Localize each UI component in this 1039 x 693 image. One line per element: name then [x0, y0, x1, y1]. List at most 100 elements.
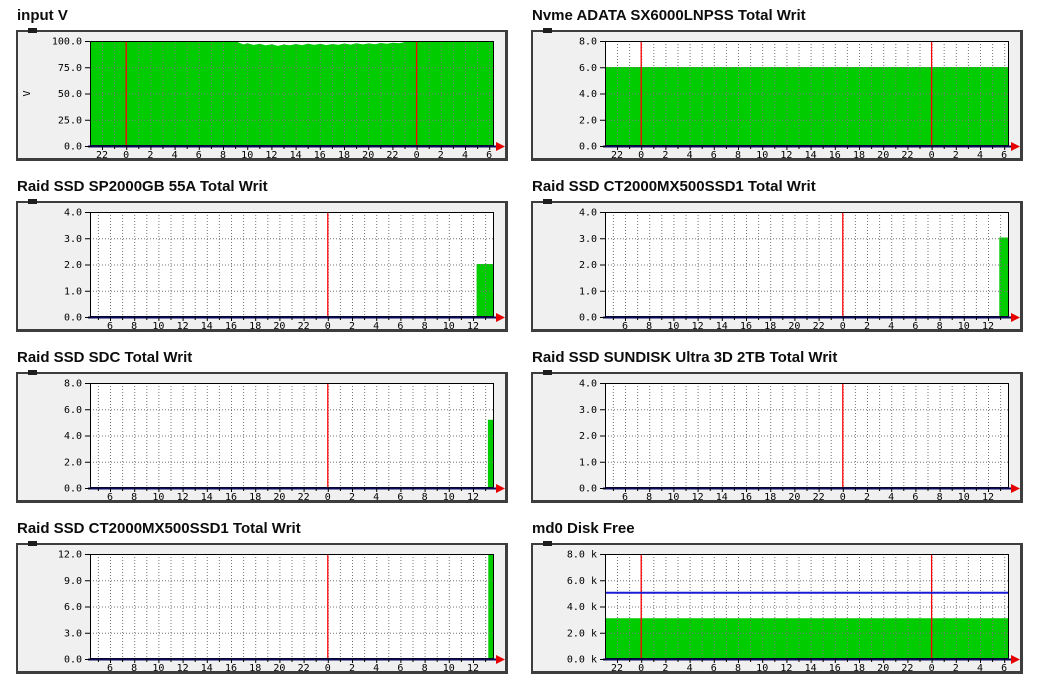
svg-text:22: 22 — [386, 150, 398, 158]
svg-text:4.0: 4.0 — [579, 208, 597, 219]
chart-panel[interactable]: 0.0 2.0 4.0 6.0 8.0 6 8 10 12 14 16 18 20 22 0 2 4 6 8 10 12 — [16, 370, 508, 503]
chart-panel[interactable]: 0.0 2.0 4.0 6.0 8.0 22 0 2 4 6 8 10 12 14 16 18 20 22 0 2 4 6 — [531, 28, 1023, 161]
svg-text:2.0: 2.0 — [579, 115, 597, 126]
chart-title: Raid SSD CT2000MX500SSD1 Total Writ — [532, 178, 816, 195]
chart-panel[interactable]: 0.0 1.0 2.0 3.0 4.0 6 8 10 12 14 16 18 20 22 0 2 4 6 8 10 12 — [531, 199, 1023, 332]
svg-text:0.0: 0.0 — [64, 313, 82, 324]
svg-text:10: 10 — [958, 492, 970, 500]
svg-text:4: 4 — [977, 663, 983, 671]
svg-text:18: 18 — [249, 663, 261, 671]
chart-title: Raid SSD SUNDISK Ultra 3D 2TB Total Writ — [532, 349, 838, 366]
svg-text:8: 8 — [131, 321, 137, 329]
svg-text:4: 4 — [373, 663, 379, 671]
panel-notch — [543, 199, 552, 204]
panel-notch — [28, 28, 37, 33]
svg-text:14: 14 — [201, 321, 213, 329]
svg-text:16: 16 — [225, 492, 237, 500]
svg-text:3.0: 3.0 — [64, 234, 82, 245]
svg-text:12: 12 — [780, 150, 792, 158]
chart-panel[interactable]: 0.0 3.0 6.0 9.0 12.0 6 8 10 12 14 16 18 20 22 0 2 4 6 8 10 1… — [16, 541, 508, 674]
svg-text:12.0: 12.0 — [58, 550, 82, 561]
svg-text:0: 0 — [325, 663, 331, 671]
svg-text:100.0: 100.0 — [52, 37, 82, 48]
svg-text:10: 10 — [667, 321, 679, 329]
svg-text:6: 6 — [912, 492, 918, 500]
svg-text:0: 0 — [123, 150, 129, 158]
chart-title: Nvme ADATA SX6000LNPSS Total Writ — [532, 7, 806, 24]
chart-block: Raid SSD SDC Total Writ 0.0 2.0 4.0 6.0 8.0 6… — [16, 347, 508, 503]
svg-text:2.0 k: 2.0 k — [567, 628, 597, 639]
svg-text:16: 16 — [314, 150, 326, 158]
svg-text:0: 0 — [638, 150, 644, 158]
munin-graph-grid: input V 0.0 25.0 50.0 75.0 100.0 22 0 2 4 6 8 10 12 1… — [16, 5, 1023, 689]
svg-text:20: 20 — [788, 492, 800, 500]
svg-text:6.0 k: 6.0 k — [567, 576, 597, 587]
svg-text:12: 12 — [177, 492, 189, 500]
svg-text:22: 22 — [813, 321, 825, 329]
svg-text:0: 0 — [840, 492, 846, 500]
svg-text:12: 12 — [982, 492, 994, 500]
svg-text:6: 6 — [1001, 663, 1007, 671]
chart-panel[interactable]: 0.0 25.0 50.0 75.0 100.0 22 0 2 4 6 8 10 12 14 16 18 20 2… — [16, 28, 508, 161]
svg-text:4: 4 — [172, 150, 178, 158]
svg-text:18: 18 — [338, 150, 350, 158]
svg-text:0.0: 0.0 — [64, 142, 82, 153]
svg-text:12: 12 — [177, 663, 189, 671]
svg-text:8: 8 — [131, 663, 137, 671]
svg-text:8.0: 8.0 — [579, 37, 597, 48]
svg-text:2: 2 — [953, 663, 959, 671]
svg-text:18: 18 — [249, 321, 261, 329]
svg-text:12: 12 — [467, 492, 479, 500]
svg-text:2.0: 2.0 — [579, 431, 597, 442]
svg-text:0: 0 — [929, 663, 935, 671]
svg-text:0.0: 0.0 — [579, 313, 597, 324]
svg-text:25.0: 25.0 — [58, 115, 82, 126]
svg-text:8: 8 — [735, 663, 741, 671]
chart-panel[interactable]: 0.0 k 2.0 k 4.0 k 6.0 k 8.0 k 22 0 2 4 6 8 10 12 14 16… — [531, 541, 1023, 674]
svg-text:6: 6 — [107, 663, 113, 671]
svg-text:10: 10 — [958, 321, 970, 329]
svg-text:16: 16 — [740, 321, 752, 329]
svg-text:18: 18 — [853, 150, 865, 158]
svg-text:0: 0 — [414, 150, 420, 158]
svg-text:3.0: 3.0 — [579, 405, 597, 416]
svg-text:12: 12 — [780, 663, 792, 671]
svg-text:4: 4 — [977, 150, 983, 158]
svg-text:0: 0 — [325, 492, 331, 500]
svg-text:16: 16 — [225, 321, 237, 329]
svg-text:6.0: 6.0 — [579, 63, 597, 74]
chart-title: Raid SSD CT2000MX500SSD1 Total Writ — [17, 520, 301, 537]
svg-text:8: 8 — [646, 321, 652, 329]
chart-block: Raid SSD SUNDISK Ultra 3D 2TB Total Writ… — [531, 347, 1023, 503]
svg-text:8.0: 8.0 — [64, 379, 82, 390]
svg-text:8: 8 — [422, 663, 428, 671]
chart-panel[interactable]: 0.0 1.0 2.0 3.0 4.0 6 8 10 12 14 16 18 20 22 0 2 4 6 8 10 12 — [16, 199, 508, 332]
svg-text:2.0: 2.0 — [64, 260, 82, 271]
chart-block: input V 0.0 25.0 50.0 75.0 100.0 22 0 2 4 6 8 10 12 1… — [16, 5, 508, 161]
svg-text:2: 2 — [864, 492, 870, 500]
panel-notch — [543, 28, 552, 33]
svg-text:4.0 k: 4.0 k — [567, 602, 597, 613]
svg-text:22: 22 — [298, 321, 310, 329]
svg-text:6: 6 — [711, 150, 717, 158]
svg-text:1.0: 1.0 — [64, 286, 82, 297]
svg-text:4: 4 — [888, 492, 894, 500]
svg-text:8: 8 — [735, 150, 741, 158]
svg-text:6: 6 — [486, 150, 492, 158]
chart-block: md0 Disk Free 0.0 k 2.0 k 4.0 k 6.0 k 8.0 k 2… — [531, 518, 1023, 674]
svg-text:14: 14 — [805, 663, 817, 671]
svg-text:16: 16 — [225, 663, 237, 671]
svg-text:12: 12 — [177, 321, 189, 329]
chart-panel[interactable]: 0.0 1.0 2.0 3.0 4.0 6 8 10 12 14 16 18 20 22 0 2 4 6 8 10 12 — [531, 370, 1023, 503]
svg-text:22: 22 — [901, 150, 913, 158]
svg-text:2: 2 — [147, 150, 153, 158]
svg-text:0: 0 — [325, 321, 331, 329]
svg-text:0.0: 0.0 — [64, 484, 82, 495]
svg-text:8: 8 — [937, 492, 943, 500]
svg-text:6: 6 — [107, 321, 113, 329]
svg-text:20: 20 — [362, 150, 374, 158]
svg-text:22: 22 — [901, 663, 913, 671]
svg-text:2.0: 2.0 — [579, 260, 597, 271]
svg-text:22: 22 — [611, 663, 623, 671]
svg-text:18: 18 — [764, 492, 776, 500]
